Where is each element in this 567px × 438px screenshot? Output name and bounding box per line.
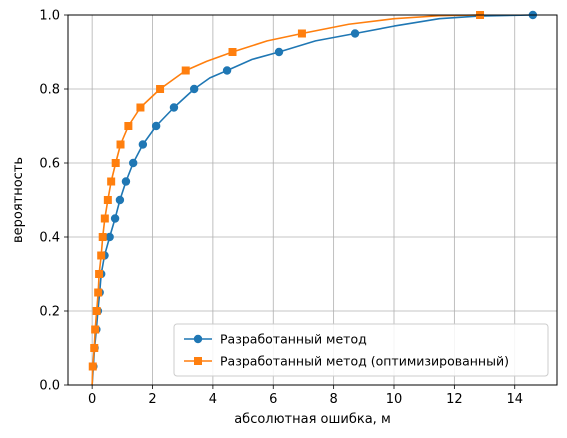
data-point: [151, 121, 161, 131]
data-point: [90, 344, 99, 352]
data-point: [228, 48, 237, 56]
y-tick-label: 0.4: [39, 231, 60, 246]
data-point: [129, 158, 138, 168]
data-point: [100, 214, 109, 223]
legend-swatch-marker: [194, 357, 202, 365]
data-point: [189, 84, 199, 94]
data-point: [274, 47, 284, 57]
data-point: [107, 177, 116, 186]
data-point: [94, 288, 103, 297]
x-tick-label: 10: [386, 392, 403, 407]
legend-item-1: Разработанный метод: [184, 332, 367, 347]
data-point: [110, 214, 120, 223]
y-tick-label: 0.0: [39, 379, 60, 394]
x-axis-label: абсолютная ошибка, м: [234, 412, 391, 427]
x-tick-label: 0: [88, 392, 96, 407]
x-tick-label: 14: [506, 392, 523, 407]
plot-frame: [67, 14, 558, 386]
data-point: [111, 159, 120, 167]
data-point: [181, 66, 190, 75]
legend-item-2: Разработанный метод (оптимизированный): [184, 354, 509, 369]
ticks: 0 2 4 6 8 10 12 14 0.0 0.2 0.4 0.6 0.8 1.0: [39, 9, 523, 408]
x-tick-label: 2: [148, 392, 156, 407]
legend-swatch-marker: [193, 334, 203, 344]
data-point: [138, 140, 148, 149]
data-point: [91, 325, 100, 334]
series-layer: [88, 10, 538, 386]
y-tick-label: 0.8: [39, 83, 60, 98]
series-2: [88, 11, 485, 386]
x-tick-label: 6: [269, 392, 277, 407]
y-tick-label: 0.2: [39, 305, 60, 320]
data-point: [103, 196, 112, 204]
data-point: [169, 103, 179, 112]
legend-label: Разработанный метод (оптимизированный): [220, 354, 509, 369]
data-point: [88, 362, 97, 371]
data-point: [350, 29, 360, 38]
data-point: [156, 85, 165, 93]
data-point: [105, 232, 114, 242]
data-point: [116, 140, 125, 149]
data-point: [222, 66, 232, 75]
data-point: [97, 251, 106, 260]
data-point: [98, 233, 107, 241]
y-axis-label: вероятность: [11, 157, 26, 243]
x-tick-label: 4: [209, 392, 217, 407]
legend-box: [173, 323, 549, 377]
y-tick-label: 0.6: [39, 157, 60, 172]
data-point: [115, 195, 125, 205]
data-point: [136, 103, 145, 112]
data-point: [121, 177, 131, 186]
legend: Разработанный метод Разработанный метод (…: [173, 323, 549, 377]
data-point: [124, 122, 133, 130]
legend-label: Разработанный метод: [220, 332, 367, 347]
data-point: [92, 307, 101, 315]
data-point: [297, 29, 306, 38]
y-tick-label: 1.0: [39, 9, 60, 24]
x-tick-label: 12: [446, 392, 463, 407]
data-point: [95, 270, 104, 278]
x-tick-label: 8: [329, 392, 337, 407]
